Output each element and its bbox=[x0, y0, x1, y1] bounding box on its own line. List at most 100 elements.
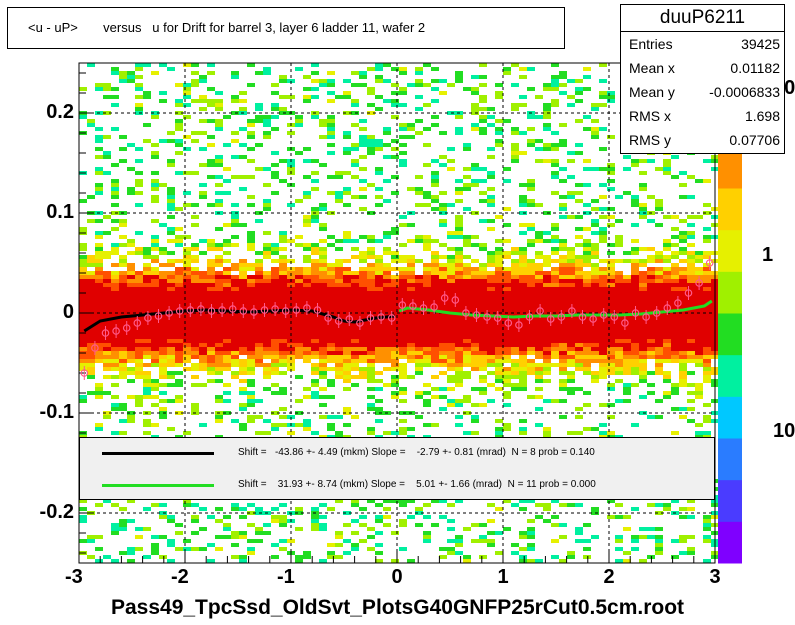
heatmap-cell bbox=[215, 535, 223, 539]
heatmap-cell bbox=[639, 279, 647, 283]
heatmap-cell bbox=[703, 371, 711, 375]
heatmap-cell bbox=[183, 323, 191, 327]
heatmap-cell bbox=[655, 279, 663, 283]
heatmap-cell bbox=[623, 367, 631, 371]
heatmap-cell bbox=[663, 259, 671, 263]
heatmap-cell bbox=[103, 335, 111, 339]
heatmap-cell bbox=[399, 279, 407, 283]
heatmap-cell bbox=[615, 399, 623, 403]
heatmap-cell bbox=[239, 275, 247, 279]
heatmap-cell bbox=[455, 367, 463, 371]
heatmap-cell bbox=[703, 287, 711, 291]
heatmap-cell bbox=[343, 387, 351, 391]
heatmap-cell bbox=[535, 407, 543, 411]
heatmap-cell bbox=[463, 327, 471, 331]
heatmap-cell bbox=[191, 351, 199, 355]
heatmap-cell bbox=[687, 399, 695, 403]
heatmap-cell bbox=[415, 119, 423, 123]
heatmap-cell bbox=[391, 115, 399, 119]
heatmap-cell bbox=[519, 283, 527, 287]
heatmap-cell bbox=[647, 295, 655, 299]
heatmap-cell bbox=[407, 315, 415, 319]
heatmap-cell bbox=[143, 323, 151, 327]
heatmap-cell bbox=[159, 335, 167, 339]
heatmap-cell bbox=[519, 547, 527, 551]
color-scale-step bbox=[718, 313, 742, 356]
heatmap-cell bbox=[431, 279, 439, 283]
heatmap-cell bbox=[567, 503, 575, 507]
heatmap-cell bbox=[191, 271, 199, 275]
heatmap-cell bbox=[343, 171, 351, 175]
heatmap-cell bbox=[559, 75, 567, 79]
heatmap-cell bbox=[567, 247, 575, 251]
heatmap-cell bbox=[695, 387, 703, 391]
heatmap-cell bbox=[471, 259, 479, 263]
heatmap-cell bbox=[223, 291, 231, 295]
heatmap-cell bbox=[575, 99, 583, 103]
heatmap-cell bbox=[375, 79, 383, 83]
heatmap-cell bbox=[631, 287, 639, 291]
heatmap-cell bbox=[527, 183, 535, 187]
heatmap-cell bbox=[631, 267, 639, 271]
heatmap-cell bbox=[543, 123, 551, 127]
heatmap-cell bbox=[463, 275, 471, 279]
heatmap-cell bbox=[375, 343, 383, 347]
heatmap-cell bbox=[423, 315, 431, 319]
heatmap-cell bbox=[215, 119, 223, 123]
heatmap-cell bbox=[543, 107, 551, 111]
heatmap-cell bbox=[599, 271, 607, 275]
heatmap-cell bbox=[279, 159, 287, 163]
heatmap-cell bbox=[591, 263, 599, 267]
heatmap-cell bbox=[607, 171, 615, 175]
heatmap-cell bbox=[439, 219, 447, 223]
heatmap-cell bbox=[455, 303, 463, 307]
heatmap-cell bbox=[111, 367, 119, 371]
heatmap-cell bbox=[567, 379, 575, 383]
heatmap-cell bbox=[335, 543, 343, 547]
heatmap-cell bbox=[439, 343, 447, 347]
heatmap-cell bbox=[79, 347, 87, 351]
heatmap-cell bbox=[367, 183, 375, 187]
heatmap-cell bbox=[431, 331, 439, 335]
heatmap-cell bbox=[191, 531, 199, 535]
heatmap-cell bbox=[415, 107, 423, 111]
heatmap-cell bbox=[343, 295, 351, 299]
heatmap-cell bbox=[111, 219, 119, 223]
heatmap-cell bbox=[79, 287, 87, 291]
heatmap-cell bbox=[439, 91, 447, 95]
heatmap-cell bbox=[447, 359, 455, 363]
heatmap-cell bbox=[279, 355, 287, 359]
heatmap-cell bbox=[479, 75, 487, 79]
legend-line-black bbox=[102, 452, 214, 455]
heatmap-cell bbox=[167, 275, 175, 279]
heatmap-cell bbox=[367, 135, 375, 139]
heatmap-cell bbox=[95, 351, 103, 355]
heatmap-cell bbox=[575, 295, 583, 299]
heatmap-cell bbox=[655, 299, 663, 303]
heatmap-cell bbox=[631, 303, 639, 307]
heatmap-cell bbox=[519, 275, 527, 279]
heatmap-cell bbox=[567, 391, 575, 395]
heatmap-cell bbox=[127, 499, 135, 503]
heatmap-cell bbox=[111, 331, 119, 335]
heatmap-cell bbox=[191, 99, 199, 103]
heatmap-cell bbox=[479, 323, 487, 327]
heatmap-cell bbox=[567, 555, 575, 559]
heatmap-cell bbox=[327, 131, 335, 135]
heatmap-cell bbox=[287, 335, 295, 339]
stats-row-rms-y: RMS y 0.07706 bbox=[621, 128, 784, 152]
heatmap-cell bbox=[423, 351, 431, 355]
heatmap-cell bbox=[247, 415, 255, 419]
profile-point bbox=[546, 315, 555, 323]
heatmap-cell bbox=[519, 331, 527, 335]
heatmap-cell bbox=[503, 395, 511, 399]
heatmap-cell bbox=[503, 287, 511, 291]
heatmap-cell bbox=[639, 343, 647, 347]
heatmap-cell bbox=[111, 187, 119, 191]
heatmap-cell bbox=[111, 307, 119, 311]
heatmap-cell bbox=[295, 291, 303, 295]
heatmap-cell bbox=[199, 183, 207, 187]
heatmap-cell bbox=[383, 335, 391, 339]
heatmap-cell bbox=[367, 295, 375, 299]
heatmap-cell bbox=[543, 503, 551, 507]
